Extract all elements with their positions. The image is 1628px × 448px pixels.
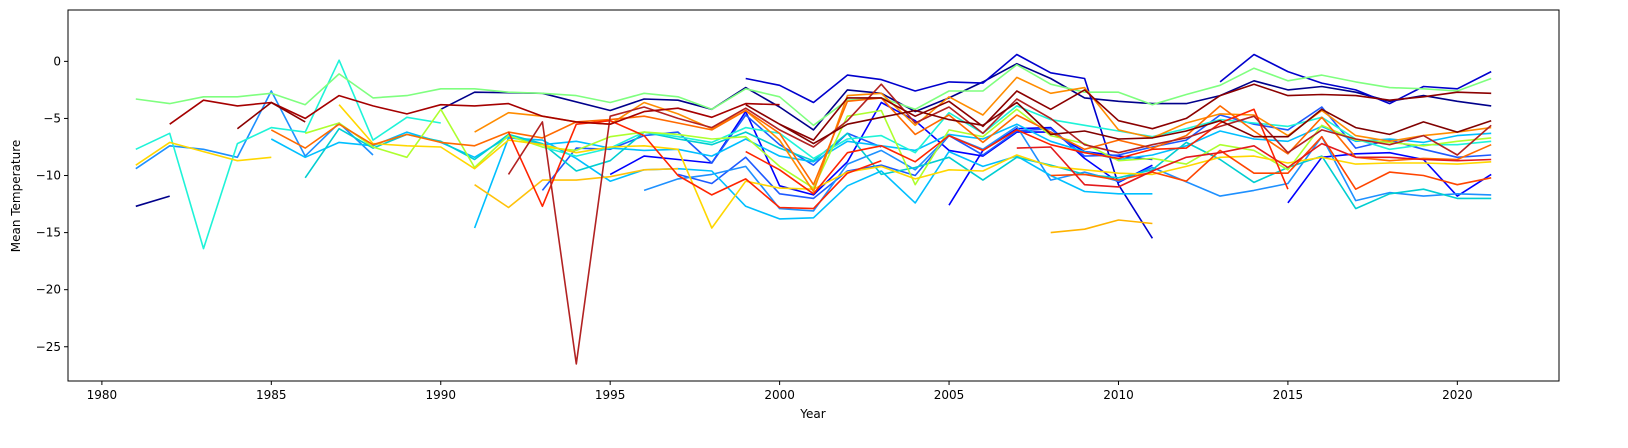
x-tick-label: 2005 xyxy=(934,388,965,402)
y-tick-label: −25 xyxy=(36,340,61,354)
series-line-8 xyxy=(677,106,1492,200)
x-tick-label: 1980 xyxy=(87,388,118,402)
series-lines xyxy=(135,53,1492,365)
series-line-11 xyxy=(643,125,1492,212)
x-tick-label: 1990 xyxy=(425,388,456,402)
series-line-2 xyxy=(440,62,1492,131)
series-line-4 xyxy=(1219,53,1492,105)
series-line-14 xyxy=(304,127,1492,210)
y-tick-label: −5 xyxy=(43,111,61,125)
y-axis-ticks: 0 −5 −10 −15 −20 −25 xyxy=(36,54,68,354)
series-line-13 xyxy=(473,137,1153,229)
series-line-22 xyxy=(1050,219,1153,234)
series-line-26 xyxy=(507,119,882,210)
series-line-31 xyxy=(236,101,306,130)
y-tick-label: −10 xyxy=(36,169,61,183)
x-tick-label: 1995 xyxy=(595,388,626,402)
series-line-33 xyxy=(779,101,1492,145)
series-line-21 xyxy=(474,167,679,209)
x-tick-label: 1985 xyxy=(256,388,287,402)
x-tick-label: 2020 xyxy=(1442,388,1473,402)
x-tick-label: 2000 xyxy=(764,388,795,402)
y-tick-label: −15 xyxy=(36,226,61,240)
x-axis-label: Year xyxy=(799,407,825,421)
plot-frame xyxy=(67,9,1560,382)
series-line-29 xyxy=(507,83,1492,365)
series-line-19 xyxy=(135,141,272,166)
y-axis-label: Mean Temperature xyxy=(9,140,23,253)
x-tick-label: 2015 xyxy=(1273,388,1304,402)
series-line-27 xyxy=(745,108,1289,195)
series-line-23 xyxy=(474,76,1492,193)
y-tick-label: 0 xyxy=(53,54,61,68)
series-line-28 xyxy=(1016,142,1492,188)
series-line-3 xyxy=(745,53,1154,239)
series-line-17 xyxy=(135,64,1492,127)
series-line-15 xyxy=(135,59,441,250)
series-line-32 xyxy=(745,83,1492,141)
x-axis-ticks: 1980 1985 1990 1995 2000 2005 2010 2015 2020 xyxy=(87,381,1473,402)
series-line-25 xyxy=(1050,135,1492,190)
y-tick-label: −20 xyxy=(36,283,61,297)
x-tick-label: 2010 xyxy=(1103,388,1134,402)
series-line-16 xyxy=(542,105,1492,160)
series-line-1 xyxy=(135,195,170,208)
